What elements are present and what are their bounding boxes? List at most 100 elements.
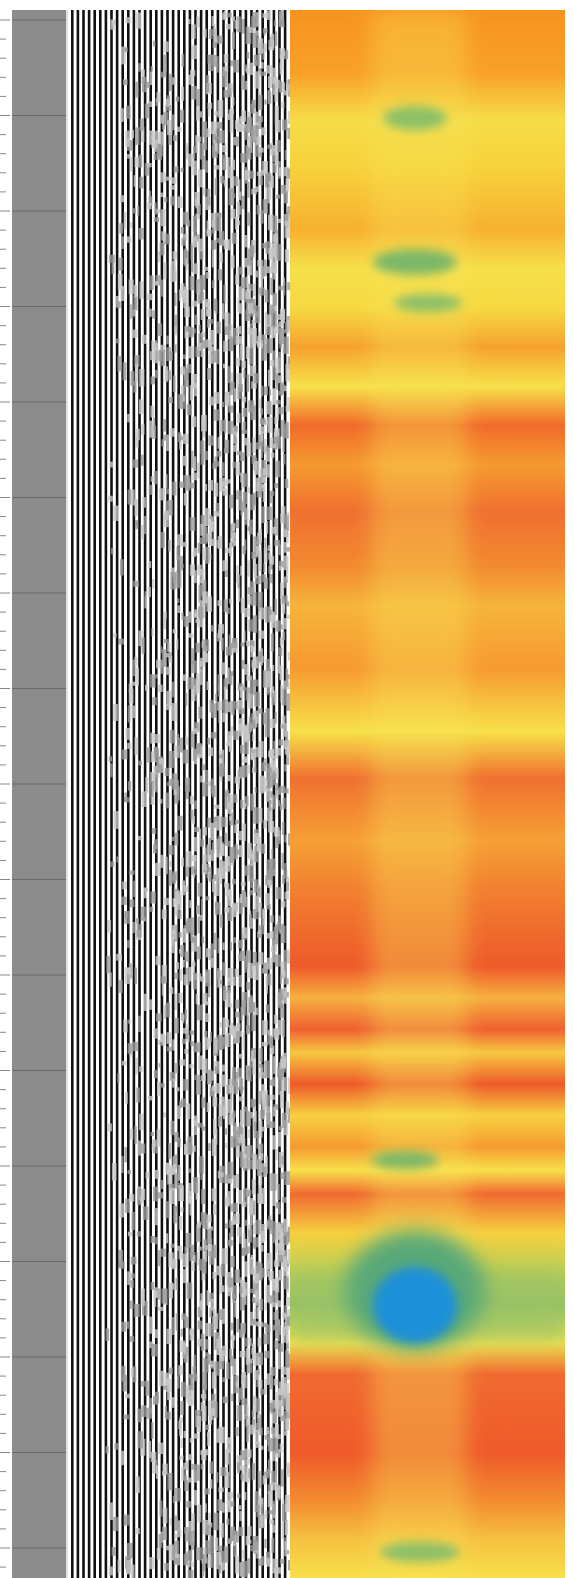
stripe-noise: [248, 619, 255, 632]
stripe-noise: [245, 145, 249, 157]
stripe-noise: [165, 666, 171, 675]
stripe-noise: [248, 1229, 253, 1243]
stripe-noise: [138, 63, 141, 72]
stripe-noise: [239, 1227, 242, 1244]
stripe-noise: [286, 1462, 291, 1473]
stripe-noise: [257, 1263, 263, 1281]
stripe-noise: [206, 301, 210, 316]
stripe-noise: [208, 29, 213, 39]
stripe-noise: [237, 1493, 241, 1498]
stripe: [283, 10, 287, 1578]
stripe-noise: [154, 369, 159, 379]
stripe-noise: [237, 1505, 242, 1510]
stripe-noise: [275, 1309, 279, 1325]
stripe-noise: [192, 1561, 195, 1568]
stripe-noise: [196, 743, 202, 755]
stripe-noise: [253, 833, 260, 844]
stripe-noise: [161, 1035, 166, 1046]
stripe-noise: [189, 796, 194, 805]
stripe-noise: [122, 362, 127, 381]
stripe-noise: [163, 262, 167, 280]
stripe-noise: [137, 1408, 142, 1423]
stripe-noise: [278, 1270, 281, 1281]
stripe-noise: [189, 564, 195, 576]
stripe-noise: [189, 1549, 193, 1561]
stripe-noise: [120, 286, 125, 301]
stripe-noise: [215, 503, 220, 513]
stripe-noise: [201, 350, 204, 357]
stripe-noise: [175, 1278, 178, 1290]
stripe-noise: [122, 749, 128, 760]
stripe-noise: [224, 391, 229, 405]
stripe-noise: [209, 553, 212, 560]
stripe-noise: [284, 891, 290, 900]
stripe-noise: [285, 364, 291, 382]
stripe-noise: [280, 1172, 285, 1180]
stripe-noise: [158, 1442, 165, 1455]
stripe-noise: [196, 905, 200, 915]
stripe-noise: [238, 723, 243, 737]
stripe-noise: [184, 1479, 189, 1491]
stripe-noise: [274, 1276, 280, 1293]
stripe-noise: [285, 877, 290, 883]
stripe-noise: [139, 176, 144, 189]
stripe-noise: [197, 612, 204, 628]
stripe-noise: [261, 344, 267, 361]
stripe-noise: [198, 324, 201, 332]
stripe-noise: [283, 1411, 288, 1419]
stripe-noise: [180, 1438, 183, 1448]
stripe-noise: [162, 510, 169, 528]
stripe-noise: [182, 211, 188, 225]
stripe-noise: [273, 1028, 280, 1040]
stripe-noise: [217, 1116, 222, 1127]
stripe-noise: [187, 1477, 192, 1483]
stripe-noise: [177, 910, 182, 919]
stripe-noise: [203, 1384, 207, 1401]
stripe-noise: [252, 1395, 257, 1414]
stripe-noise: [218, 707, 221, 723]
stripe-noise: [243, 686, 246, 691]
stripe-noise: [120, 1450, 125, 1466]
stripe-noise: [199, 1156, 204, 1174]
stripe-noise: [260, 385, 263, 397]
stripe-noise: [143, 516, 147, 534]
stripe-noise: [206, 1524, 211, 1536]
stripe-noise: [263, 468, 268, 476]
stripe-noise: [117, 1559, 121, 1573]
stripe-noise: [280, 54, 283, 70]
stripe-noise: [192, 1255, 196, 1263]
stripe-noise: [250, 878, 253, 889]
stripe-noise: [169, 778, 175, 783]
stripe-noise: [121, 1321, 127, 1332]
stripe-noise: [268, 566, 271, 574]
stripe-noise: [238, 496, 242, 511]
stripe-noise: [248, 303, 254, 314]
stripe-noise: [270, 611, 276, 628]
stripe-noise: [201, 1058, 208, 1074]
stripe-noise: [151, 1143, 155, 1151]
stripe-noise: [241, 1375, 247, 1389]
stripe-noise: [192, 747, 196, 761]
stripe-noise: [152, 1459, 157, 1474]
stripe-noise: [158, 684, 163, 692]
stripe-noise: [224, 1128, 227, 1135]
stripe-noise: [222, 942, 225, 951]
stripe-noise: [201, 1449, 207, 1461]
stripe-noise: [234, 1269, 240, 1283]
stripe-noise: [204, 1001, 209, 1006]
stripe-noise: [281, 715, 286, 725]
stripe-noise: [268, 304, 274, 316]
stripe-noise: [270, 1173, 276, 1191]
stripe-noise: [258, 651, 262, 662]
stripe-noise: [164, 197, 168, 203]
stripe-noise: [178, 289, 182, 301]
stripe-noise: [235, 357, 241, 367]
stripe-noise: [264, 725, 270, 738]
stripe-noise: [254, 691, 260, 707]
stripe-noise: [188, 1183, 191, 1194]
stripe-noise: [139, 118, 144, 131]
stripe-noise: [267, 774, 274, 788]
stripe-noise: [198, 706, 203, 719]
stripe-noise: [174, 1533, 177, 1539]
stripe-noise: [272, 215, 278, 233]
